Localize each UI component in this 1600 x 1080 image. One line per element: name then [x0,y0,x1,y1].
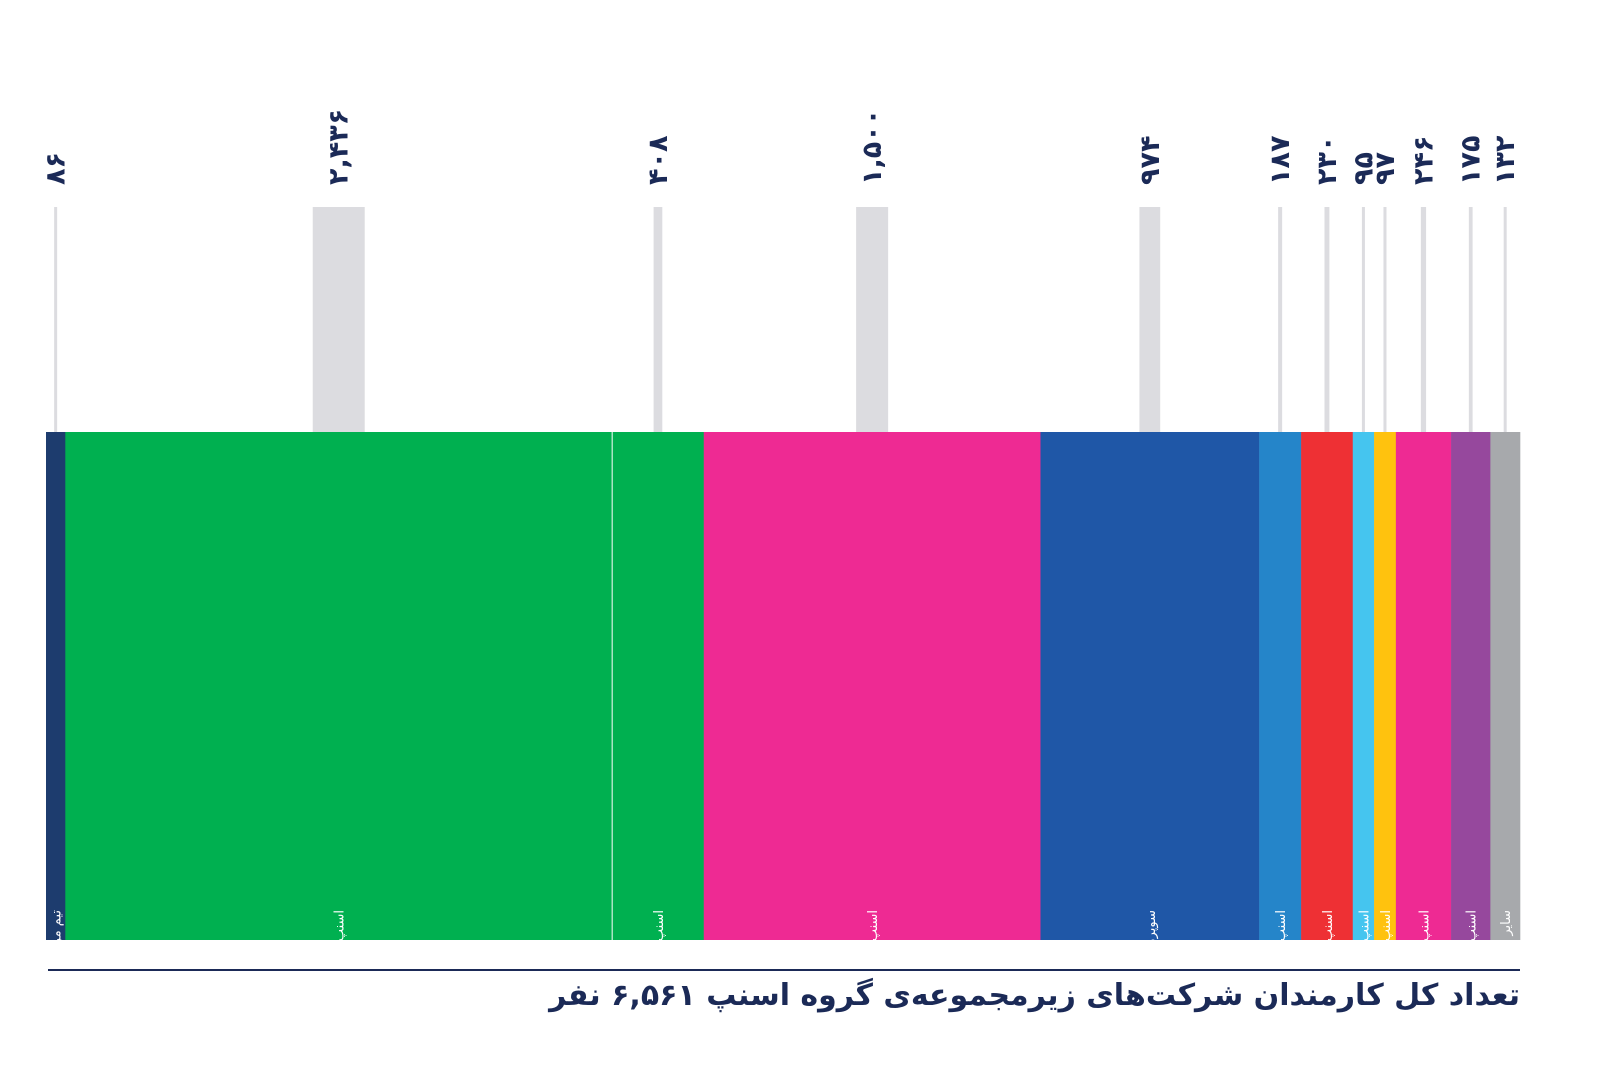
value-label: ۱,۵۰۰ [857,109,888,185]
segment-label: اسنپ شاپ [1465,910,1480,960]
value-label: ۲۳۰ [1312,136,1343,185]
segment-label: اسنپ سایلاو [1379,910,1394,960]
guide-bar [1383,207,1387,432]
segment-label: اسنپ دکتر [1357,910,1372,960]
guide-bar [1420,207,1427,432]
value-label: ۴۰۸ [643,135,674,185]
bar-segment [1301,432,1354,940]
value-label: ۱۳۲ [1490,135,1521,185]
bar-segments [46,432,1521,940]
guide-bar [653,207,663,432]
guide-bar [1278,207,1283,432]
value-label: ۱۷۵ [1456,136,1487,185]
value-label: ۹۵ [1348,152,1379,185]
guide-bar [54,207,58,432]
guide-bar [1503,207,1507,432]
bar-segment [46,432,66,940]
bar-segment [1040,432,1260,940]
segment-label: سوپرمارکت اسنپ [1144,910,1159,960]
stacked-bar-chart: تیم مرکزی گروه اسنپ اسنپ خودرو اسنپ باکس اس… [40,108,1522,960]
segment-label: اسنپ پی [1274,910,1289,960]
segment-label: اسنپ کیچن [1417,910,1432,960]
segment-label: تیم مرکزی گروه اسنپ [49,910,65,960]
value-label: ۹۷۴ [1135,136,1166,185]
bar-segment [1451,432,1491,940]
value-label: ۲۴۶ [1408,136,1439,185]
bar-segment [1259,432,1302,940]
segment-label: اسنپ خودرو [333,910,348,960]
guide-bar [856,207,889,432]
value-label: ۸۶ [41,152,72,185]
bar-segment [1374,432,1397,940]
value-label: ۱۸۷ [1265,135,1296,185]
segment-label: اسنپ باکس [652,910,667,960]
bar-segment [703,432,1041,940]
guide-bar [1139,207,1161,432]
guide-bar [1361,207,1365,432]
guide-bar [1468,207,1473,432]
value-label: ۹۷ [1370,152,1401,185]
footer-divider [48,969,1520,971]
guide-bar [1324,207,1330,432]
bar-segment [1352,432,1375,940]
bar-segment [65,432,613,940]
bar-segment [1490,432,1521,940]
segment-label: اسنپ فود [866,910,881,960]
guide-bars [54,207,1507,432]
bar-segment [612,432,705,940]
guide-bar [312,207,365,432]
value-label: ۲,۴۳۶ [324,109,355,185]
bar-segment [1395,432,1452,940]
chart-title: تعداد کل کارمندان شرکت‌های زیرمجموعه‌ی گ… [549,978,1520,1013]
segment-labels: تیم مرکزی گروه اسنپ اسنپ خودرو اسنپ باکس اس… [49,910,1515,960]
segment-label: اسنپ تریپ [1321,910,1336,960]
segment-label: سایر [1499,910,1514,937]
